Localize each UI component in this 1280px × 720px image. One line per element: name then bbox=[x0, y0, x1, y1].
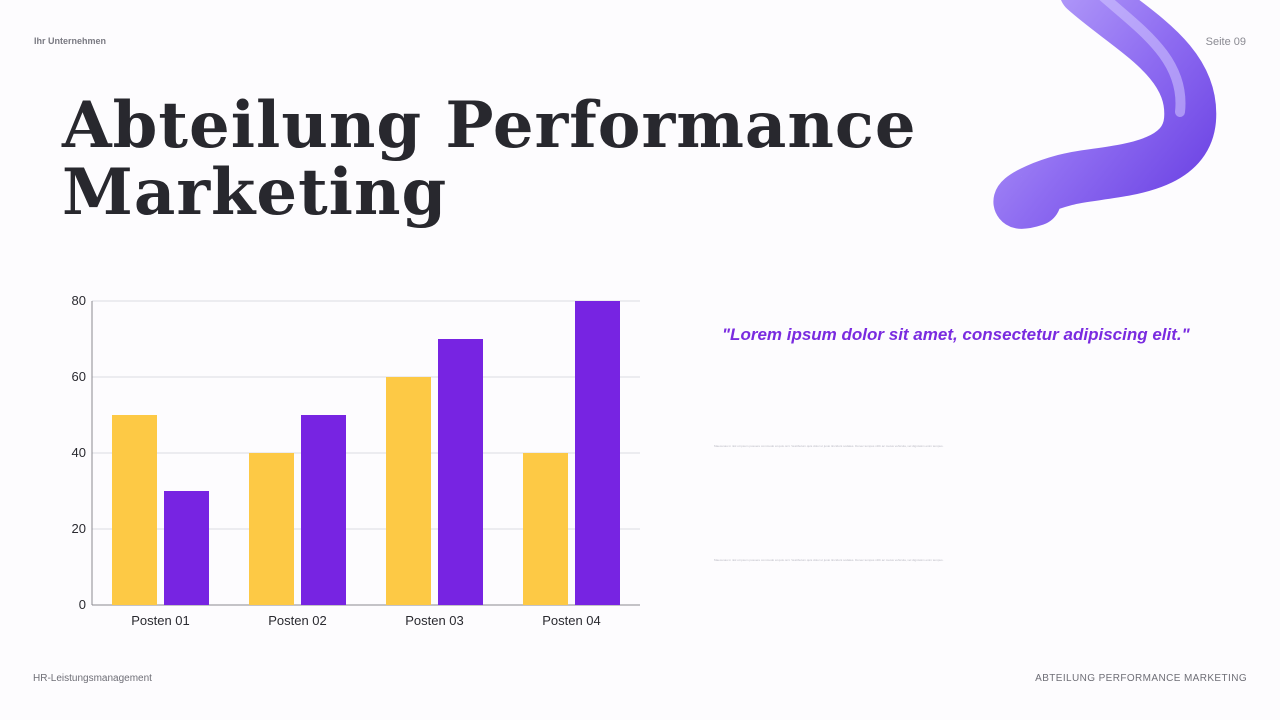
swirl-tube bbox=[993, 0, 1217, 229]
x-tick-label: Posten 01 bbox=[131, 613, 190, 628]
footer-document-title: ABTEILUNG PERFORMANCE MARKETING bbox=[1035, 673, 1247, 684]
bar bbox=[438, 339, 483, 605]
bar bbox=[112, 415, 157, 605]
bar-chart: 0 20 40 60 80 Posten 01 Posten 02 Posten 03 Post… bbox=[72, 293, 640, 628]
footer-section-label: HR-Leistungsmanagement bbox=[33, 673, 152, 684]
page-number: Seite 09 bbox=[1205, 36, 1246, 48]
body-paragraph-2: Maecenas in nisl ut ipsum posuere commod… bbox=[714, 558, 944, 562]
company-name: Ihr Unternehmen bbox=[34, 36, 107, 46]
x-tick-label: Posten 02 bbox=[268, 613, 327, 628]
y-tick-label: 60 bbox=[72, 369, 86, 384]
x-tick-label: Posten 03 bbox=[405, 613, 464, 628]
decorative-swirl bbox=[993, 0, 1217, 229]
x-tick-label: Posten 04 bbox=[542, 613, 601, 628]
bar bbox=[164, 491, 209, 605]
body-paragraph-1: Maecenas in nisl ut ipsum posuere commod… bbox=[714, 444, 944, 448]
bar bbox=[575, 301, 620, 605]
bar bbox=[249, 453, 294, 605]
bar bbox=[386, 377, 431, 605]
page-title: Abteilung Performance Marketing bbox=[62, 88, 917, 230]
y-tick-label: 80 bbox=[72, 293, 86, 308]
y-tick-label: 20 bbox=[72, 521, 86, 536]
swirl-highlight bbox=[1099, 0, 1186, 117]
y-tick-label: 40 bbox=[72, 445, 86, 460]
bar bbox=[301, 415, 346, 605]
y-tick-label: 0 bbox=[79, 597, 86, 612]
quote-text: "Lorem ipsum dolor sit amet, consectetur… bbox=[722, 325, 1190, 344]
bar bbox=[523, 453, 568, 605]
